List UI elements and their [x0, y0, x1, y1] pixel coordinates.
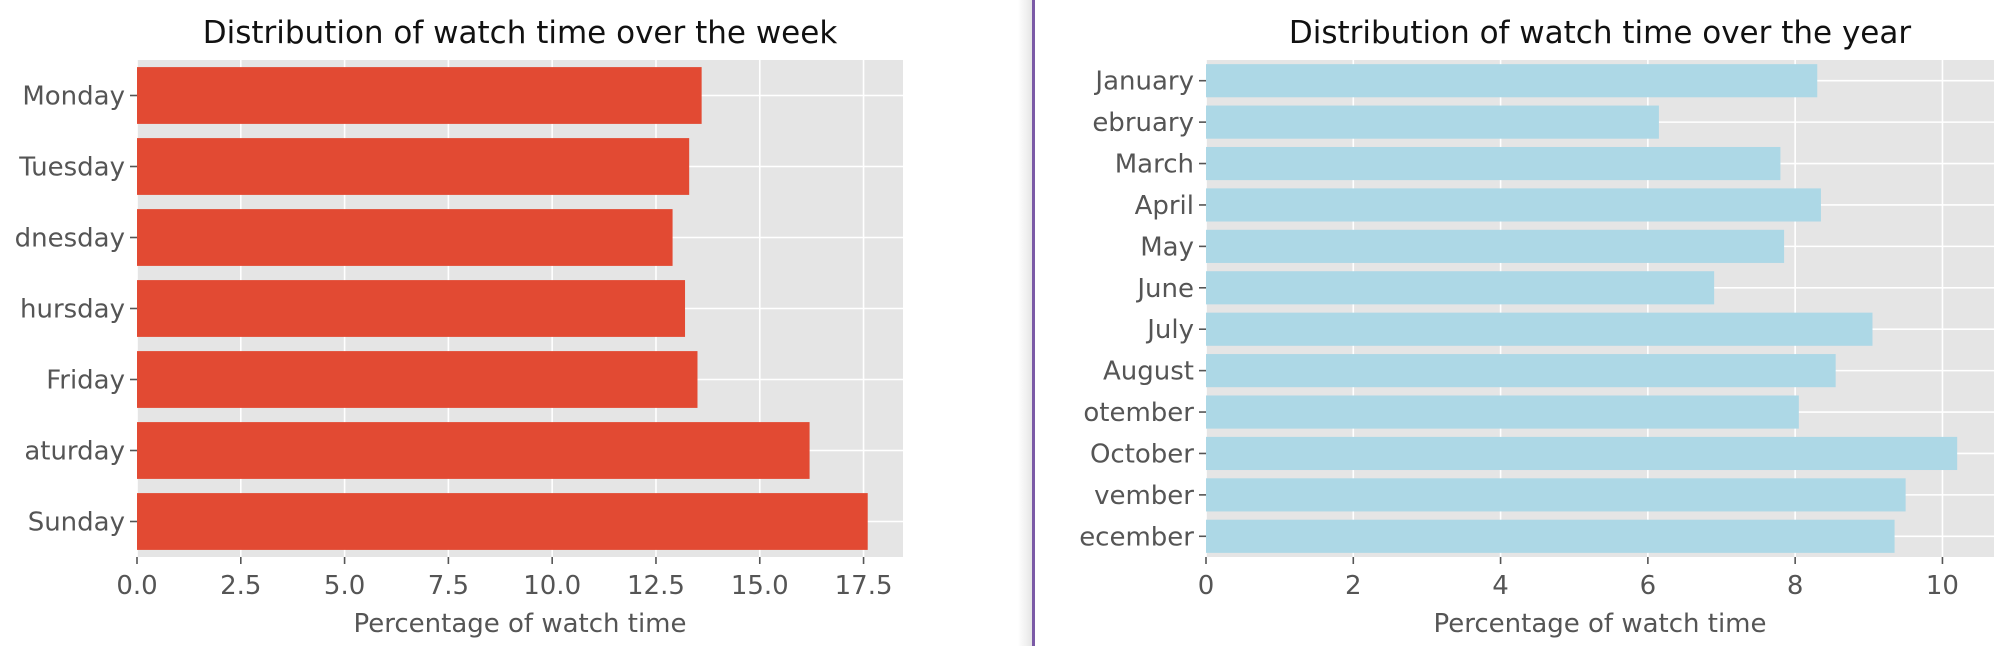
y-tick-label: Friday — [46, 366, 125, 396]
x-axis: 0 2 4 6 8 10 — [1198, 557, 1959, 601]
x-tick-label: 17.5 — [835, 571, 893, 601]
y-tick-label: June — [1135, 274, 1194, 304]
x-tick-label: 2 — [1345, 571, 1362, 601]
y-tick-label: March — [1115, 150, 1194, 180]
y-tick-label: May — [1140, 232, 1194, 262]
panel-divider — [1032, 0, 1035, 646]
x-tick-label: 10 — [1926, 571, 1959, 601]
bars — [1206, 64, 1958, 553]
y-tick-label: Sunday — [28, 508, 125, 538]
y-tick-label: January — [1093, 67, 1194, 97]
bars — [137, 67, 868, 550]
x-tick-label: 8 — [1787, 571, 1804, 601]
x-axis-label: Percentage of watch time — [1433, 609, 1766, 639]
x-axis: 0.0 2.5 5.0 7.5 10.0 12.5 15.0 17.5 — [116, 557, 893, 601]
x-tick-label: 10.0 — [523, 571, 581, 601]
bar-february — [1206, 105, 1659, 139]
bar-monday — [137, 67, 702, 124]
x-tick-label: 2.5 — [220, 571, 261, 601]
bar-march — [1206, 146, 1781, 181]
x-axis-label: Percentage of watch time — [353, 609, 686, 639]
y-tick-label: vember — [1094, 481, 1194, 511]
bar-july — [1206, 312, 1873, 346]
y-axis: January ebruary March April May June July Augus… — [1079, 67, 1206, 552]
bar-august — [1206, 354, 1836, 388]
weekly-watch-time-chart: Distribution of watch time over the week… — [15, 15, 903, 639]
bar-wednesday — [137, 209, 673, 266]
x-tick-label: 6 — [1640, 571, 1657, 601]
y-tick-label: August — [1103, 357, 1194, 387]
y-tick-label: aturday — [24, 437, 125, 467]
bar-september — [1206, 395, 1799, 429]
x-tick-label: 5.0 — [324, 571, 365, 601]
x-tick-label: 0 — [1198, 571, 1215, 601]
yearly-watch-time-chart: Distribution of watch time over the year… — [1079, 15, 1994, 639]
y-tick-label: otember — [1083, 398, 1194, 428]
bar-may — [1206, 229, 1785, 263]
bar-saturday — [137, 422, 810, 479]
y-axis: Monday Tuesday dnesday hursday Friday aturday… — [15, 82, 137, 538]
chart-title: Distribution of watch time over the week — [203, 15, 838, 51]
bar-friday — [137, 351, 698, 408]
panel-edge-shadow — [1018, 0, 1032, 646]
x-tick-label: 12.5 — [627, 571, 685, 601]
x-tick-label: 4 — [1492, 571, 1509, 601]
y-tick-label: Monday — [22, 82, 125, 112]
plot-area — [1206, 60, 1994, 557]
chart-title: Distribution of watch time over the year — [1289, 15, 1912, 51]
y-tick-label: October — [1090, 439, 1194, 469]
bar-december — [1206, 519, 1895, 553]
y-tick-label: ecember — [1079, 522, 1194, 552]
bar-november — [1206, 478, 1906, 512]
bar-june — [1206, 271, 1715, 305]
x-tick-label: 7.5 — [428, 571, 469, 601]
bar-tuesday — [137, 138, 690, 195]
bar-sunday — [137, 493, 868, 550]
x-tick-label: 15.0 — [731, 571, 789, 601]
bar-january — [1206, 64, 1818, 98]
y-tick-label: April — [1135, 191, 1194, 221]
y-tick-label: hursday — [20, 295, 125, 325]
bar-april — [1206, 188, 1821, 222]
y-tick-label: dnesday — [15, 224, 125, 254]
bar-october — [1206, 436, 1958, 471]
x-tick-label: 0.0 — [116, 571, 157, 601]
bar-thursday — [137, 280, 686, 337]
y-tick-label: ebruary — [1092, 108, 1194, 138]
y-tick-label: July — [1145, 315, 1194, 345]
y-tick-label: Tuesday — [18, 153, 125, 183]
